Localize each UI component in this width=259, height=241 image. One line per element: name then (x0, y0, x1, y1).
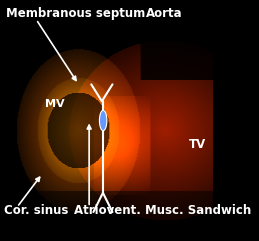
Text: TV: TV (189, 138, 206, 151)
Text: Cor. sinus: Cor. sinus (4, 204, 69, 217)
Ellipse shape (99, 110, 107, 131)
Text: Membranous septum: Membranous septum (6, 7, 146, 20)
Text: MV: MV (45, 99, 65, 109)
Text: Atriovent. Musc. Sandwich: Atriovent. Musc. Sandwich (74, 204, 251, 217)
Text: Aorta: Aorta (146, 7, 183, 20)
